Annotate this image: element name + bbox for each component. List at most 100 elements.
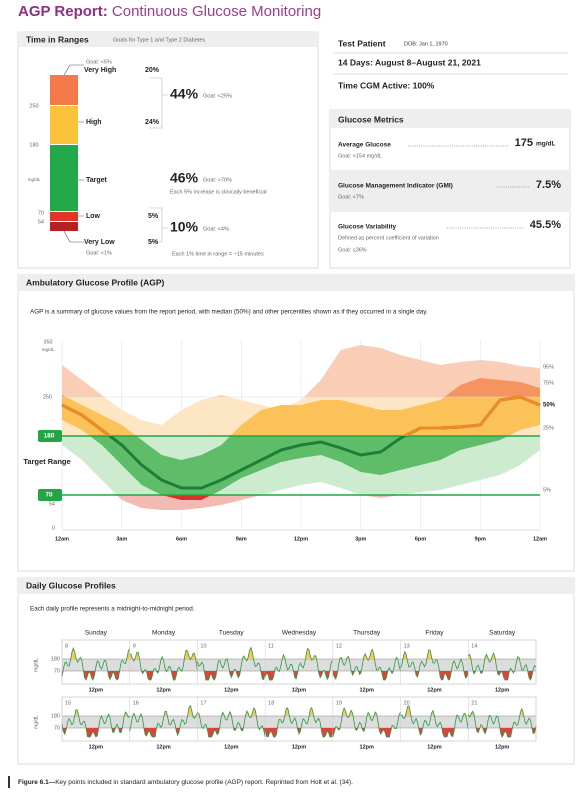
target-percent: 46% (170, 170, 199, 186)
daily-trace (400, 649, 469, 681)
agp-chart (61, 340, 541, 531)
metric-value: 175 (515, 137, 533, 149)
date: 11 (268, 643, 274, 649)
x-label: 3pm (355, 536, 366, 542)
noon-label: 12pm (89, 744, 103, 750)
y-label: 250 (43, 394, 52, 400)
panel-header (18, 275, 574, 291)
goal: Goal: <154 mg/dL (338, 153, 382, 159)
daily-trace (61, 709, 130, 738)
leader (408, 145, 530, 229)
daily-trace (332, 707, 401, 738)
high-area (400, 705, 469, 716)
daily-profiles: Sunday Monday Tuesday Wednesday Thursday Frid… (33, 630, 537, 750)
low-area (197, 728, 266, 737)
y-label: mg/dL (42, 347, 55, 352)
noon-label: 12pm (495, 744, 509, 750)
low-area (265, 728, 333, 737)
low-area (400, 671, 469, 680)
date: 8 (65, 643, 68, 649)
caption-bar (8, 776, 10, 788)
panel-title: Time in Ranges (26, 34, 89, 44)
row-bg (330, 170, 570, 212)
goal: Goal: <7% (338, 194, 364, 200)
x-label: 3am (116, 536, 127, 542)
range-label: Very Low (84, 239, 115, 246)
target-label: Target Range (23, 457, 70, 466)
y-label: 0 (52, 525, 55, 531)
range-label: Low (86, 213, 101, 220)
percentile-label: 95% (543, 364, 554, 370)
goal: Goal: <1% (86, 250, 112, 256)
range-percent: 5% (148, 239, 159, 246)
date: 21 (471, 700, 477, 706)
date: 17 (200, 700, 206, 706)
percentile-band (62, 397, 540, 436)
range-label: High (86, 119, 102, 126)
day-name: Saturday (489, 630, 516, 637)
range-label: Target (86, 177, 108, 184)
noon-label: 12pm (89, 687, 103, 693)
panel-title: Glucose Metrics (338, 114, 404, 124)
date: 16 (133, 700, 139, 706)
patient-name: Test Patient (338, 38, 386, 48)
y-label: 70 (54, 725, 60, 731)
day-name: Wednesday (282, 630, 317, 637)
percentile-band (62, 378, 540, 397)
percentile-label: 75% (543, 380, 554, 386)
daily-trace (400, 705, 469, 738)
daily-trace (467, 707, 537, 738)
date: 15 (65, 700, 71, 706)
median-line (61, 395, 541, 436)
description: Defined as percent coefficient of variat… (338, 235, 439, 241)
axis-label: 250 (29, 103, 38, 109)
low-area (62, 671, 130, 680)
target-band (62, 716, 536, 728)
date: 10 (200, 643, 206, 649)
panel-title: Ambulatory Glucose Profile (AGP) (26, 277, 165, 287)
low-area (197, 671, 266, 680)
y-unit: mg/dL (33, 715, 39, 729)
high-area (197, 647, 266, 659)
daily-trace (332, 648, 401, 681)
x-label: 6am (176, 536, 187, 542)
noon-label: 12pm (156, 744, 170, 750)
cgm-active: Time CGM Active: 100% (338, 80, 435, 90)
low-area (62, 728, 130, 737)
noon-label: 12pm (224, 687, 238, 693)
note: Each 5% increase is clinically beneficia… (170, 189, 267, 195)
noon-label: 12pm (495, 687, 509, 693)
period: 14 Days: August 8–August 21, 2021 (338, 57, 481, 67)
metric-value: 7.5% (536, 179, 561, 191)
date: 9 (133, 643, 136, 649)
noon-label: 12pm (156, 687, 170, 693)
subtitle: Goals for Type 1 and Type 2 Diabetes (113, 37, 205, 43)
y-unit: mg/dL (33, 658, 39, 672)
goal: Goal: <4% (203, 226, 229, 232)
dob: DOB: Jan 1, 1970 (404, 41, 448, 47)
y-label: 70 (54, 668, 60, 674)
metric-label: Average Glucose (338, 142, 391, 149)
daily-trace (61, 647, 131, 681)
noon-label: 12pm (360, 744, 374, 750)
y-label: 180 (44, 433, 55, 440)
noon-label: 12pm (224, 744, 238, 750)
range-percent: 20% (145, 67, 160, 74)
date: 20 (404, 700, 410, 706)
axis-label: 54 (38, 219, 44, 225)
percentile-label: 50% (543, 403, 556, 409)
range-percent: 24% (145, 119, 160, 126)
y-label: 180 (51, 713, 60, 719)
daily-trace (129, 649, 198, 681)
noon-label: 12pm (292, 744, 306, 750)
axis-label: 70 (38, 210, 44, 216)
x-label: 9am (236, 536, 247, 542)
axis-label: 180 (29, 142, 38, 148)
goal: Goal: <5% (86, 59, 112, 65)
date: 12 (336, 643, 342, 649)
low-area (468, 728, 536, 737)
description: AGP is a summary of glucose values from … (30, 309, 428, 316)
panel-header (330, 110, 570, 128)
axis-label: mg/dL (28, 177, 41, 182)
